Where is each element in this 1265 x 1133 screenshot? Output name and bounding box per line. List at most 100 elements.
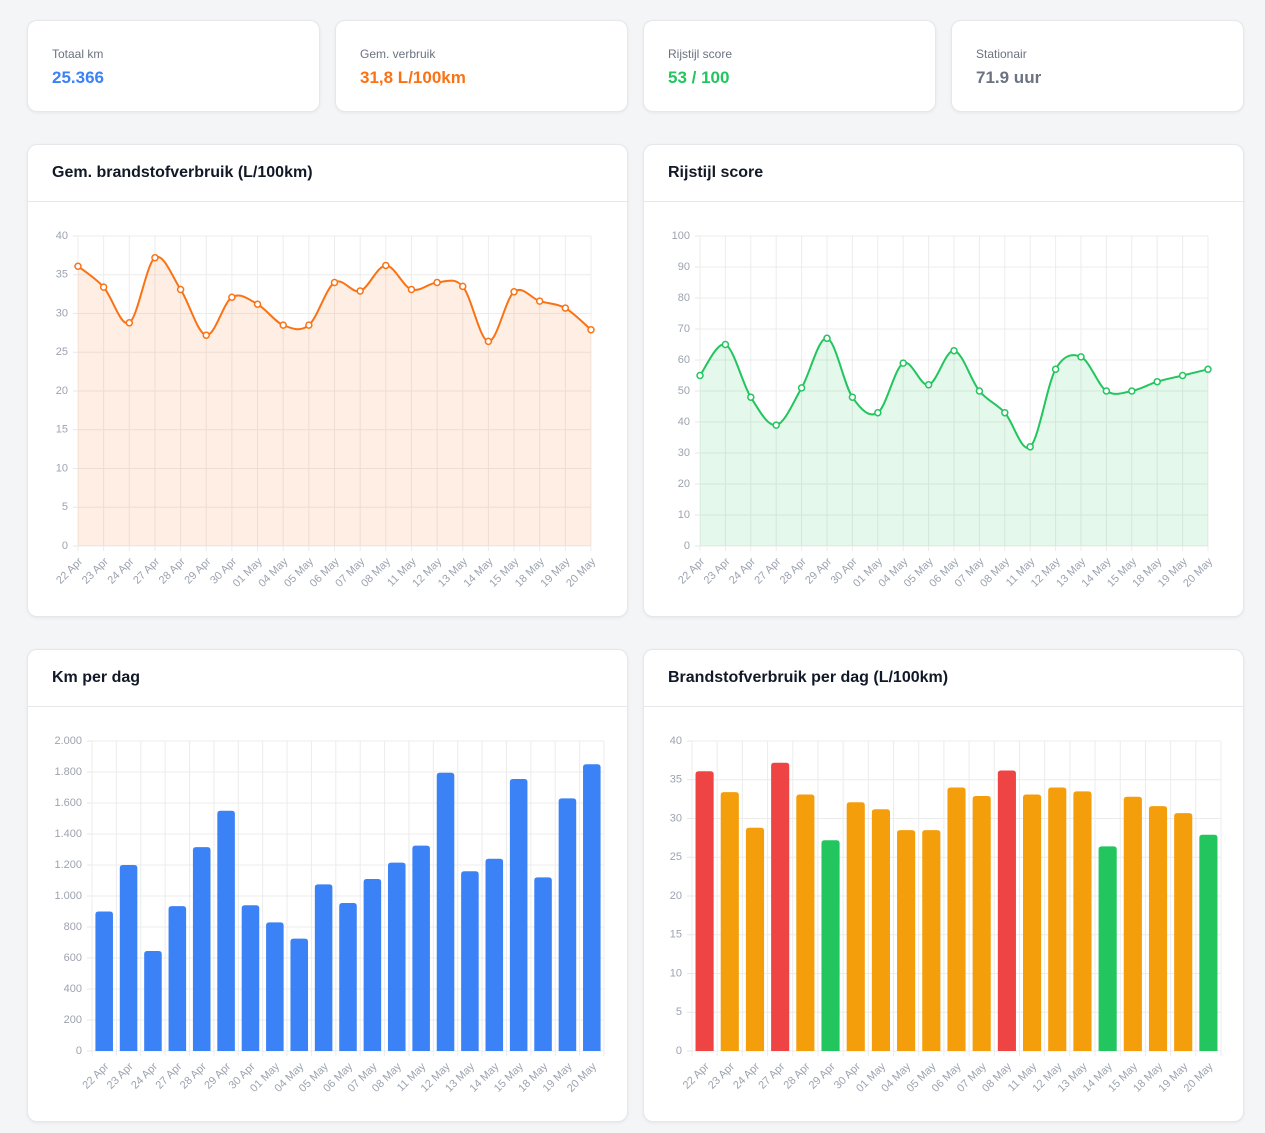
point xyxy=(228,293,236,301)
point xyxy=(382,261,390,270)
kpi-value: 31,8 L/100km xyxy=(360,68,466,87)
chart-card: Rijstijl score 0 10 20 30 40 50 60 70 80 90 100 22 A… xyxy=(643,144,1244,617)
kpi-label: Rijstijl score xyxy=(668,47,733,61)
chart-card: Km per dag 0 200 400 600 800 1.000 1.200 1.400 1.… xyxy=(27,649,628,1122)
kpi-card: Totaal km 25.366 xyxy=(27,20,320,112)
y-tick-label: 1.800 xyxy=(54,766,82,778)
bar xyxy=(796,794,815,1051)
point xyxy=(721,340,730,349)
x-tick-label: 23 Apr xyxy=(702,555,733,586)
bar xyxy=(534,877,552,1051)
point xyxy=(484,337,493,346)
y-tick-label: 25 xyxy=(670,851,682,863)
kpi-value: 25.366 xyxy=(52,68,104,87)
y-tick-label: 15 xyxy=(56,424,68,436)
point xyxy=(899,359,907,367)
point xyxy=(696,371,704,380)
point xyxy=(74,262,82,270)
x-tick-label: 27 Apr xyxy=(154,1060,185,1091)
bar xyxy=(95,911,113,1051)
y-tick-label: 1.000 xyxy=(54,890,82,902)
y-tick-label: 0 xyxy=(76,1045,82,1057)
y-tick-label: 600 xyxy=(64,952,82,964)
point xyxy=(279,321,287,329)
bar xyxy=(897,830,916,1051)
point xyxy=(797,384,806,392)
point xyxy=(202,331,210,339)
y-tick-label: 800 xyxy=(64,921,82,933)
bar xyxy=(314,884,333,1051)
kpi-card: Gem. verbruik 31,8 L/100km xyxy=(335,20,628,112)
bar xyxy=(266,922,284,1051)
bar xyxy=(583,764,601,1051)
x-tick-label: 27 Apr xyxy=(131,555,162,586)
point xyxy=(561,304,570,312)
y-tick-label: 10 xyxy=(678,509,690,521)
point xyxy=(1051,365,1060,374)
point xyxy=(176,285,185,294)
y-tick-label: 200 xyxy=(64,1014,82,1026)
kpi-label: Totaal km xyxy=(52,47,104,61)
y-tick-label: 10 xyxy=(670,967,682,979)
x-tick-label: 22 Apr xyxy=(681,1060,712,1091)
kpi-value: 71.9 uur xyxy=(976,68,1042,87)
x-tick-label: 29 Apr xyxy=(807,1060,838,1091)
bar xyxy=(412,845,430,1051)
bar xyxy=(1048,787,1067,1051)
point xyxy=(975,387,984,395)
chart-card: Brandstofverbruik per dag (L/100km) 0 5 10 1… xyxy=(643,649,1244,1122)
x-tick-label: 24 Apr xyxy=(129,1060,160,1091)
bar xyxy=(771,762,790,1051)
point xyxy=(99,283,108,291)
y-tick-label: 40 xyxy=(678,416,690,428)
point xyxy=(1077,353,1085,361)
y-tick-label: 70 xyxy=(678,323,690,335)
point xyxy=(535,297,544,305)
y-tick-label: 5 xyxy=(62,501,68,513)
point xyxy=(848,393,857,401)
bar xyxy=(144,951,162,1051)
bar xyxy=(363,878,382,1051)
point xyxy=(305,321,313,329)
point xyxy=(510,288,518,296)
kpi-card: Rijstijl score 53 / 100 xyxy=(643,20,936,112)
x-tick-label: 28 Apr xyxy=(178,1060,209,1091)
y-tick-label: 30 xyxy=(56,307,68,319)
x-tick-label: 28 Apr xyxy=(782,1060,813,1091)
point xyxy=(823,334,831,343)
x-tick-label: 24 Apr xyxy=(105,555,136,586)
bar xyxy=(720,792,739,1051)
kpi-label: Stationair xyxy=(976,47,1027,61)
point xyxy=(1128,387,1136,395)
bar xyxy=(821,840,840,1051)
y-tick-label: 40 xyxy=(56,230,68,242)
bar xyxy=(1148,806,1168,1051)
point xyxy=(950,346,958,355)
chart-card: Gem. brandstofverbruik (L/100km) 0 5 10 15 20… xyxy=(27,144,628,617)
chart-title: Km per dag xyxy=(52,669,141,686)
point xyxy=(459,282,467,291)
bar xyxy=(1199,834,1218,1051)
bar xyxy=(485,858,504,1051)
x-tick-label: 24 Apr xyxy=(731,1060,762,1091)
y-tick-label: 5 xyxy=(676,1006,682,1018)
y-tick-label: 35 xyxy=(670,774,682,786)
bar xyxy=(745,827,765,1051)
bar xyxy=(1073,791,1092,1051)
chart-header: Gem. brandstofverbruik (L/100km) xyxy=(28,145,627,202)
x-tick-label: 24 Apr xyxy=(727,555,758,586)
chart: 0 200 400 600 800 1.000 1.200 1.400 1.600 1.800 2.… xyxy=(54,735,605,1095)
point xyxy=(747,393,755,401)
bar xyxy=(1098,846,1117,1051)
chart-title: Brandstofverbruik per dag (L/100km) xyxy=(668,669,949,686)
bar xyxy=(461,871,479,1051)
bar xyxy=(922,830,941,1051)
bar xyxy=(947,787,966,1051)
bar xyxy=(846,802,865,1051)
point xyxy=(1153,377,1161,386)
